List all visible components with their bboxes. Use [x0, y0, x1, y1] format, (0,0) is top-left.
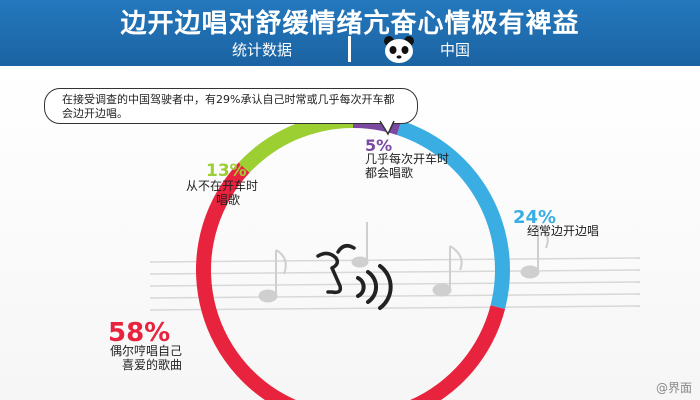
- slice-5-label-line1: 几乎每次开车时: [365, 152, 450, 166]
- singing-speaker-icon: [316, 244, 393, 310]
- watermark: @界面: [655, 381, 692, 395]
- slice-5-percent: 5%: [365, 136, 393, 155]
- donut-slice-24: [396, 120, 510, 310]
- callout-text: 在接受调查的中国驾驶者中，有29%承认自己时常或几乎每次开车都会边开边唱。: [62, 93, 395, 120]
- panda-logo-icon: [384, 36, 414, 63]
- page-title: 边开边唱对舒缓情绪亢奋心情极有裨益: [120, 9, 580, 39]
- slice-24-percent: 24%: [513, 207, 557, 228]
- donut-slice-13: [238, 112, 353, 173]
- music-staff: [149, 257, 641, 311]
- slice-58-label-line2: 喜爱的歌曲: [122, 358, 183, 372]
- donut-slice-58: [196, 162, 506, 400]
- callout-bubble: [44, 88, 418, 124]
- slice-24-label-line1: 经常边开边唱: [527, 224, 600, 238]
- country-label: 中国: [440, 41, 471, 59]
- subtitle-row: 统计数据 中国: [0, 34, 700, 64]
- slice-13-label-line2: 唱歌: [216, 193, 241, 207]
- slice-13-percent: 13%: [206, 161, 247, 181]
- header-banner: 边开边唱对舒缓情绪亢奋心情极有裨益 统计数据 中国: [0, 0, 700, 66]
- source-label: 统计数据: [232, 41, 293, 59]
- header-divider: [348, 36, 351, 62]
- slice-5-label-line2: 都会唱歌: [365, 166, 414, 180]
- slice-58-percent: 58%: [108, 318, 171, 348]
- slice-58-label-line1: 偶尔哼唱自己: [110, 344, 183, 358]
- slice-13-label-line1: 从不在开车时: [186, 179, 259, 193]
- music-notes: [258, 222, 549, 303]
